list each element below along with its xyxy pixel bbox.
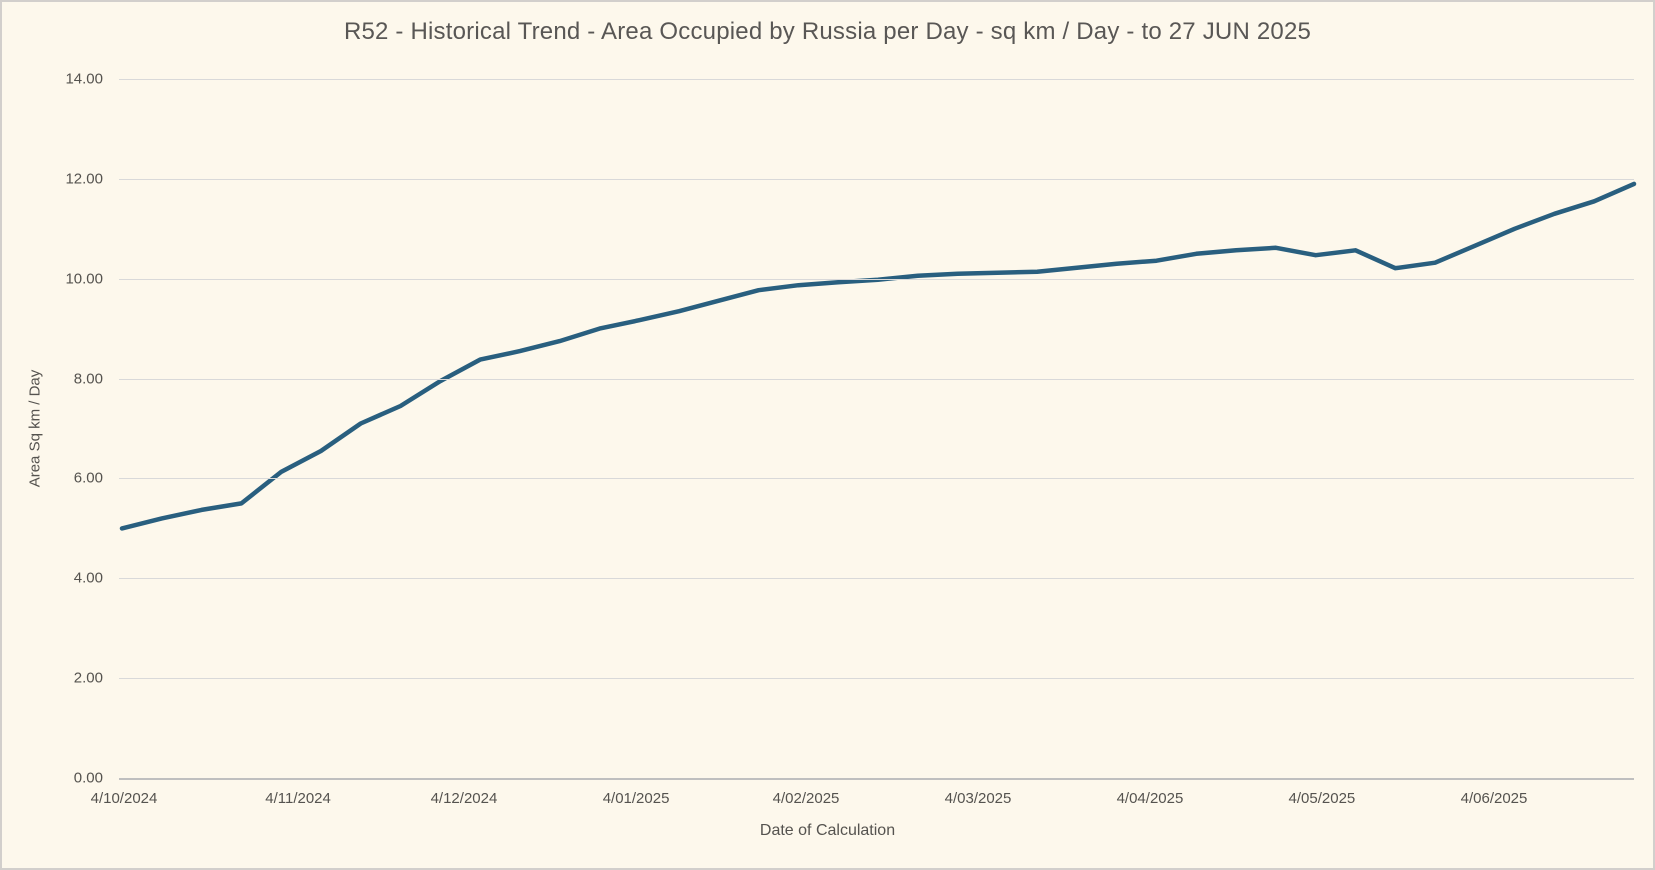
gridline [119, 678, 1634, 680]
gridline [119, 178, 1634, 180]
x-tick-label: 4/03/2025 [944, 790, 1012, 807]
y-tick-label: 14.00 [65, 70, 103, 88]
x-tick-label: 4/06/2025 [1460, 790, 1528, 807]
gridline [119, 578, 1634, 580]
gridline [119, 378, 1634, 380]
y-tick-label: 8.00 [73, 370, 103, 388]
trend-line-svg [119, 181, 1637, 531]
chart-title: R52 - Historical Trend - Area Occupied b… [343, 18, 1312, 45]
x-axis-title: Date of Calculation [759, 822, 896, 839]
x-tick-label: 4/12/2024 [430, 790, 498, 807]
plot-area [119, 79, 1637, 780]
y-tick-label: 12.00 [65, 170, 103, 188]
x-axis-line [119, 778, 1634, 780]
gridline [119, 79, 1634, 80]
x-tick-label: 4/01/2025 [602, 790, 670, 807]
x-tick-label: 4/11/2024 [265, 790, 331, 807]
x-tick-label: 4/10/2024 [90, 790, 158, 807]
x-tick-label: 4/04/2025 [1116, 790, 1184, 807]
y-tick-label: 4.00 [73, 569, 103, 587]
x-tick-label: 4/05/2025 [1288, 790, 1356, 807]
y-tick-label: 0.00 [73, 769, 103, 787]
y-tick-label: 2.00 [73, 669, 103, 687]
x-tick-label: 4/02/2025 [772, 790, 840, 807]
gridline [119, 478, 1634, 480]
gridline [119, 278, 1634, 280]
y-tick-label: 6.00 [73, 469, 103, 487]
trend-line [119, 181, 1637, 531]
y-tick-label: 10.00 [65, 270, 103, 288]
